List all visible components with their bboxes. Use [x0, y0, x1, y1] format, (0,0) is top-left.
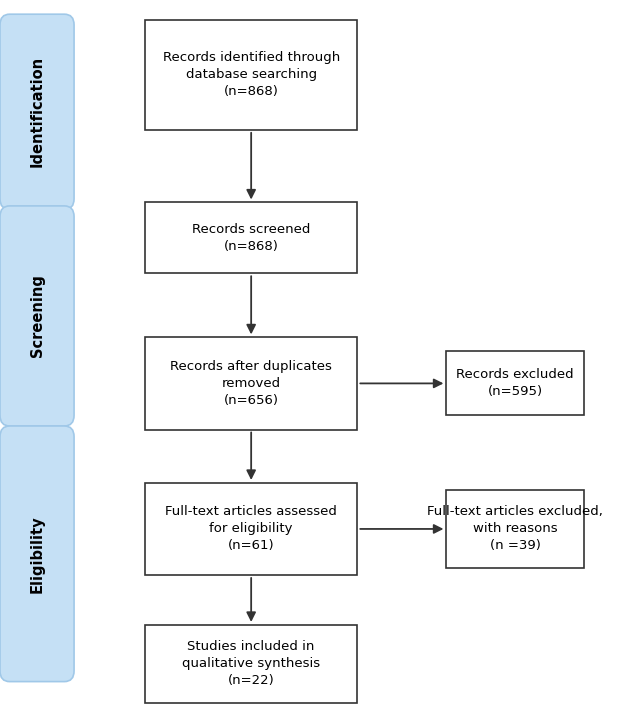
- Text: Screening: Screening: [30, 275, 44, 357]
- FancyBboxPatch shape: [0, 14, 74, 209]
- FancyBboxPatch shape: [0, 426, 74, 682]
- FancyBboxPatch shape: [145, 19, 357, 129]
- Text: Full-text articles excluded,
with reasons
(n =39): Full-text articles excluded, with reason…: [427, 506, 603, 552]
- FancyBboxPatch shape: [446, 490, 584, 568]
- FancyBboxPatch shape: [145, 337, 357, 430]
- Text: Records excluded
(n=595): Records excluded (n=595): [457, 368, 574, 398]
- FancyBboxPatch shape: [145, 625, 357, 703]
- FancyBboxPatch shape: [145, 483, 357, 575]
- Text: Records identified through
database searching
(n=868): Records identified through database sear…: [162, 51, 340, 98]
- Text: Full-text articles assessed
for eligibility
(n=61): Full-text articles assessed for eligibil…: [166, 506, 337, 552]
- Text: Records after duplicates
removed
(n=656): Records after duplicates removed (n=656): [170, 360, 332, 407]
- Text: Records screened
(n=868): Records screened (n=868): [192, 223, 310, 253]
- Text: Identification: Identification: [30, 56, 44, 168]
- FancyBboxPatch shape: [0, 206, 74, 426]
- FancyBboxPatch shape: [446, 351, 584, 415]
- Text: Studies included in
qualitative synthesis
(n=22): Studies included in qualitative synthesi…: [182, 640, 320, 687]
- FancyBboxPatch shape: [145, 202, 357, 273]
- Text: Eligibility: Eligibility: [30, 515, 44, 593]
